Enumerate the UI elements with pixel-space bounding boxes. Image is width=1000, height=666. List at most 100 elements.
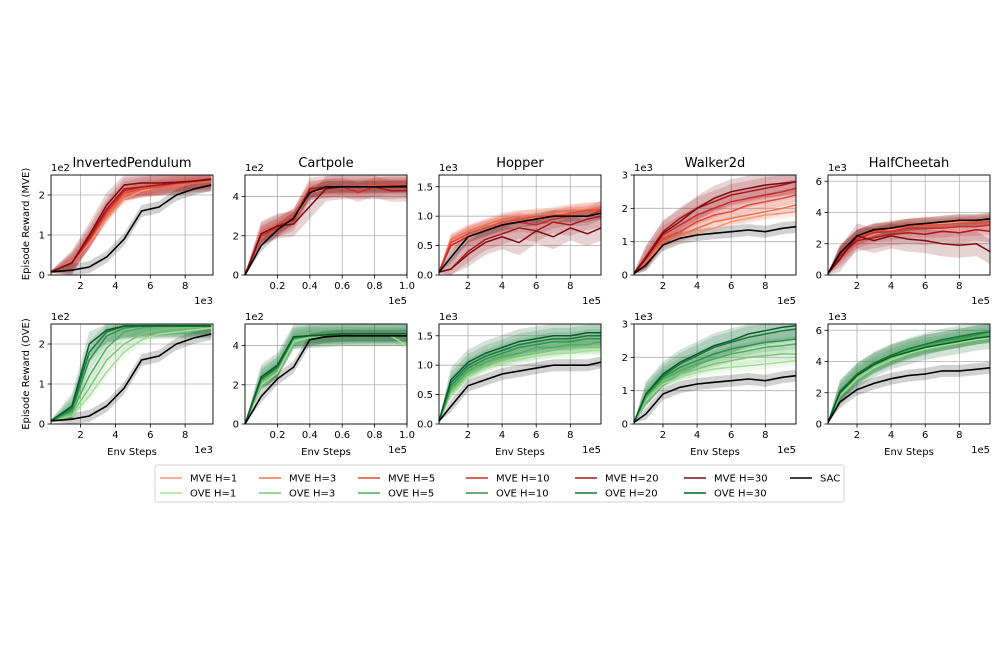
chart-panel-2: 0.2 0.4 0.6 0.8 1.0 0 2 4 1e2 1e5 Cartpole [233, 156, 415, 307]
y-tick-label: 0 [622, 271, 628, 282]
series-band [634, 175, 796, 275]
y-tick-label: 3 [622, 320, 628, 331]
y-tick-label: 0 [622, 420, 628, 431]
x-multiplier: 1e5 [582, 445, 601, 456]
series-band [51, 324, 212, 422]
series-band [245, 324, 407, 424]
series-line [50, 178, 212, 273]
legend-entry: SAC [790, 474, 840, 485]
y-tick-label: 0 [233, 420, 239, 431]
series-line [633, 180, 797, 274]
legend-entry: MVE H=1 [160, 474, 237, 485]
x-tick-label: 0.4 [302, 281, 318, 292]
legend-label: OVE H=20 [605, 489, 658, 500]
x-tick-label: 8 [956, 430, 962, 441]
y-tick-label: 2 [233, 380, 239, 391]
chart-title: InvertedPendulum [72, 156, 191, 171]
series-band [439, 215, 601, 275]
series-band [634, 329, 796, 424]
x-tick-label: 2 [660, 430, 666, 441]
y-multiplier: 1e2 [245, 163, 264, 174]
x-tick-label: 6 [147, 430, 153, 441]
series-band [439, 207, 601, 273]
y-multiplier: 1e2 [51, 163, 70, 174]
series-line [244, 333, 407, 425]
x-axis-label: Env Steps [301, 447, 351, 458]
series-band [634, 220, 796, 274]
chart-panel-7: 0.2 0.4 0.6 0.8 1.0 0 2 4 1e2 1e5 Env Steps [233, 312, 415, 458]
legend-label: OVE H=30 [714, 489, 767, 500]
y-tick-label: 1 [39, 231, 45, 242]
legend-entry: MVE H=5 [358, 474, 435, 485]
legend-frame [154, 464, 845, 503]
x-tick-label: 8 [567, 281, 573, 292]
legend-label: MVE H=1 [190, 474, 237, 485]
x-tick-label: 0.2 [269, 281, 285, 292]
axes-frame [438, 323, 602, 425]
series-line [633, 180, 797, 274]
series-band [828, 324, 990, 424]
series-band [634, 369, 796, 423]
series-band [439, 333, 601, 422]
series-band [439, 205, 601, 273]
y-tick-label: 4 [233, 341, 239, 352]
legend-entry: OVE H=3 [259, 489, 335, 500]
x-tick-label: 6 [533, 281, 539, 292]
y-tick-label: 6 [816, 177, 822, 188]
legend-entry: OVE H=1 [160, 489, 236, 500]
series-line [827, 218, 991, 274]
x-multiplier: 1e5 [388, 296, 407, 307]
series-line [438, 361, 602, 422]
x-multiplier: 1e5 [971, 296, 990, 307]
ylabel-row-mve: Episode Reward (MVE) [21, 168, 32, 281]
x-tick-label: 0.8 [367, 430, 383, 441]
series-band [828, 324, 990, 424]
series-line [827, 335, 991, 423]
x-axis-label: Env Steps [495, 447, 545, 458]
axes-frame [633, 323, 797, 425]
x-tick-label: 4 [112, 430, 118, 441]
series-line [438, 206, 602, 273]
x-tick-label: 4 [694, 430, 700, 441]
x-tick-label: 4 [888, 430, 894, 441]
y-tick-label: 1 [622, 386, 628, 397]
y-multiplier: 1e3 [634, 312, 653, 323]
series-line [438, 215, 602, 273]
chart-title: HalfCheetah [869, 156, 950, 171]
series-band [828, 215, 990, 275]
y-multiplier: 1e3 [439, 163, 458, 174]
y-tick-label: 1.5 [417, 182, 433, 193]
x-tick-label: 2 [465, 430, 471, 441]
series-band [245, 324, 407, 424]
series-line [50, 325, 212, 422]
legend-entry: MVE H=3 [259, 474, 336, 485]
chart-panel-8: 2 4 6 8 0.0 0.5 1.0 1.5 1e3 1e5 Env Steps [417, 312, 602, 458]
series-band [634, 187, 796, 275]
y-tick-label: 1 [622, 237, 628, 248]
legend-entry: OVE H=20 [575, 489, 658, 500]
y-tick-label: 2 [39, 191, 45, 202]
series-line [827, 331, 991, 423]
y-multiplier: 1e2 [51, 312, 70, 323]
legend-entry: MVE H=30 [684, 474, 768, 485]
x-tick-label: 0.2 [269, 430, 285, 441]
y-tick-label: 1 [39, 380, 45, 391]
y-tick-label: 0.5 [417, 390, 433, 401]
y-multiplier: 1e3 [439, 312, 458, 323]
y-tick-label: 2 [816, 239, 822, 250]
y-tick-label: 0.0 [417, 271, 433, 282]
x-tick-label: 8 [567, 430, 573, 441]
series-band [439, 202, 601, 273]
ylabel-row-ove: Episode Reward (OVE) [21, 318, 32, 430]
series-band [439, 356, 601, 422]
chart-title: Hopper [496, 156, 544, 171]
y-tick-label: 0.5 [417, 241, 433, 252]
x-tick-label: 8 [762, 281, 768, 292]
y-tick-label: 4 [816, 208, 822, 219]
y-tick-label: 0 [816, 271, 822, 282]
legend: MVE H=1 MVE H=3 MVE H=5 MVE H=10 MVE H=20 MVE… [154, 464, 845, 503]
legend-label: OVE H=5 [388, 489, 434, 500]
x-tick-label: 2 [77, 281, 83, 292]
